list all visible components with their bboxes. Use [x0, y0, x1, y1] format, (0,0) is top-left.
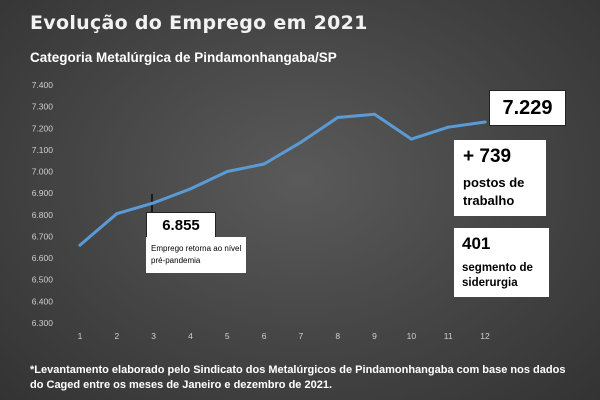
x-tick-label: 1 — [78, 331, 83, 341]
data-point — [152, 201, 156, 205]
x-tick-label: 10 — [407, 331, 417, 341]
jobs-gain-label: postos de trabalho — [463, 175, 525, 208]
x-tick-label: 5 — [225, 331, 230, 341]
prepandemic-value-callout: 6.855 — [146, 212, 216, 239]
data-point — [225, 170, 229, 174]
footnote: *Levantamento elaborado pelo Sindicato d… — [30, 364, 566, 391]
y-tick-label: 6.900 — [32, 188, 54, 198]
y-tick-label: 7.300 — [32, 102, 54, 112]
data-point — [373, 112, 377, 116]
data-point — [299, 140, 303, 144]
y-tick-label: 6.500 — [32, 275, 54, 285]
prepandemic-note-callout: Emprego retorna ao nível pré-pandemia — [146, 237, 246, 273]
y-tick-label: 6.800 — [32, 210, 54, 220]
final-value: 7.229 — [502, 96, 553, 119]
series-group — [78, 112, 487, 247]
y-tick-label: 7.400 — [32, 80, 54, 90]
x-tick-label: 2 — [114, 331, 119, 341]
data-point — [115, 212, 119, 216]
y-tick-label: 7.200 — [32, 123, 54, 133]
y-tick-label: 6.400 — [32, 296, 54, 306]
x-tick-label: 6 — [262, 331, 267, 341]
y-tick-label: 6.300 — [32, 318, 54, 328]
y-tick-label: 6.700 — [32, 231, 54, 241]
y-axis-ticks: 6.300 6.400 6.500 6.600 6.700 6.800 6.900 7.000… — [32, 80, 54, 328]
chart-title: Evolução do Emprego em 2021 — [30, 12, 368, 34]
x-tick-label: 9 — [372, 331, 377, 341]
jobs-gain-callout: + 739 postos de trabalho — [454, 140, 546, 216]
y-tick-label: 7.100 — [32, 145, 54, 155]
x-tick-label: 12 — [480, 331, 490, 341]
jobs-gain-value: + 739 — [463, 146, 512, 167]
x-tick-label: 4 — [188, 331, 193, 341]
x-axis-ticks: 1 2 3 4 5 6 7 8 9 10 11 12 — [78, 331, 490, 341]
series-line — [78, 112, 487, 247]
y-tick-label: 6.600 — [32, 253, 54, 263]
y-tick-label: 7.000 — [32, 167, 54, 177]
data-point — [188, 187, 192, 191]
steel-segment-value: 401 — [462, 234, 491, 253]
final-value-callout: 7.229 — [489, 90, 566, 126]
steel-segment-callout: 401 segmento de siderurgia — [454, 228, 549, 297]
x-tick-label: 11 — [444, 331, 453, 341]
steel-segment-label: segmento de siderurgia — [462, 262, 533, 289]
x-tick-label: 3 — [151, 331, 156, 341]
prepandemic-value: 6.855 — [162, 217, 200, 234]
x-tick-label: 8 — [335, 331, 340, 341]
data-point — [78, 243, 82, 247]
prepandemic-note: Emprego retorna ao nível pré-pandemia — [151, 244, 242, 265]
x-tick-label: 7 — [299, 331, 304, 341]
data-point — [409, 137, 413, 141]
data-point — [336, 115, 340, 119]
data-point — [446, 125, 450, 129]
data-point — [262, 162, 266, 166]
data-point — [483, 120, 487, 124]
chart-subtitle: Categoria Metalúrgica de Pindamonhangaba… — [30, 50, 337, 65]
